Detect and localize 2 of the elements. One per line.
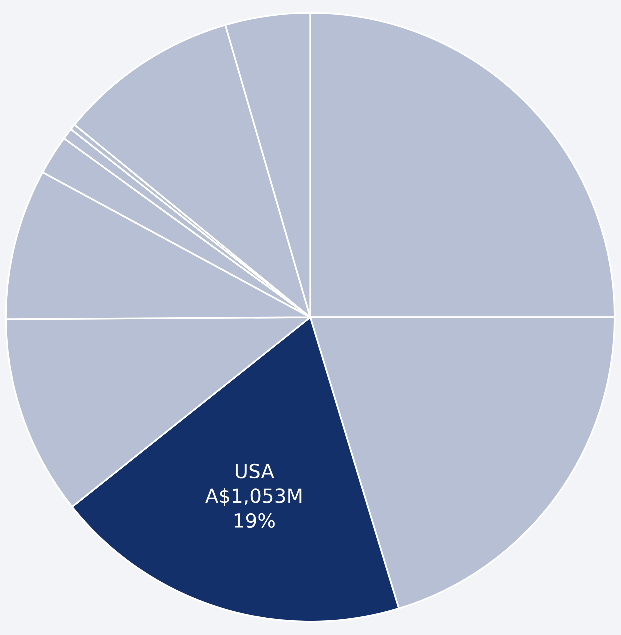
slice-label: USA bbox=[236, 464, 274, 479]
data-label: A$1,053M 19% bbox=[206, 488, 302, 528]
